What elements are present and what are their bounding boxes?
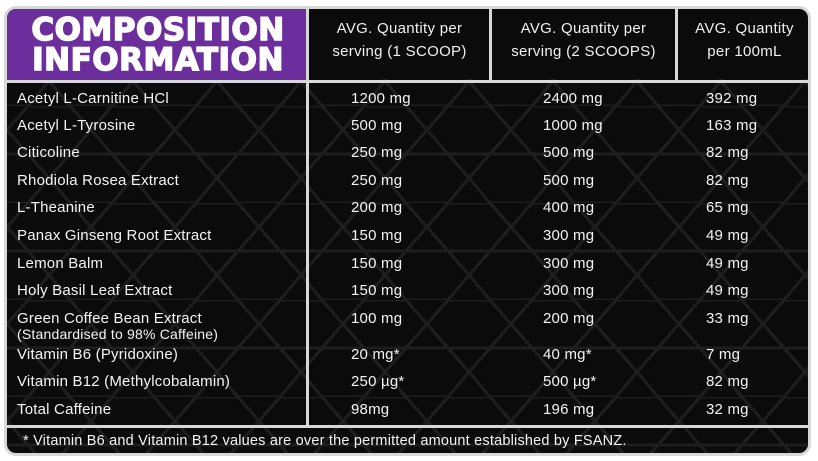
value-2-scoops: 196 mg [543, 401, 595, 418]
ingredient-name: Rhodiola Rosea Extract [17, 172, 179, 189]
value-1-scoop: 500 mg [351, 117, 403, 134]
column-divider [306, 9, 309, 425]
value-per-100ml: 33 mg [706, 310, 749, 327]
ingredient-name: Vitamin B6 (Pyridoxine) [17, 346, 179, 363]
value-1-scoop: 250 mg [351, 172, 403, 189]
value-per-100ml: 392 mg [706, 90, 758, 107]
column-header-line: AVG. Quantity per [520, 20, 647, 37]
ingredient-name: Lemon Balm [17, 255, 104, 272]
value-1-scoop: 100 mg [351, 310, 403, 327]
ingredient-name: Acetyl L-Tyrosine [17, 117, 136, 134]
ingredient-name: Total Caffeine [17, 401, 112, 418]
column-header-line: AVG. Quantity [695, 20, 794, 37]
value-2-scoops: 500 mg [543, 172, 595, 189]
value-per-100ml: 7 mg [706, 346, 741, 363]
column-header-1-scoop: AVG. Quantity per serving (1 SCOOP) [310, 17, 489, 63]
value-per-100ml: 49 mg [706, 255, 749, 272]
ingredient-name: Panax Ginseng Root Extract [17, 227, 212, 244]
column-header-line: serving (1 SCOOP) [332, 43, 467, 60]
composition-table: COMPOSITION INFORMATION AVG. Quantity pe… [4, 6, 811, 456]
value-1-scoop: 150 mg [351, 282, 403, 299]
column-header-2-scoops: AVG. Quantity per serving (2 SCOOPS) [492, 17, 675, 63]
value-2-scoops: 300 mg [543, 282, 595, 299]
value-2-scoops: 300 mg [543, 227, 595, 244]
value-1-scoop: 20 mg* [351, 346, 400, 363]
column-header-per-100ml: AVG. Quantity per 100mL [678, 17, 808, 63]
value-1-scoop: 200 mg [351, 199, 403, 216]
value-2-scoops: 40 mg* [543, 346, 592, 363]
ingredient-name: Holy Basil Leaf Extract [17, 282, 173, 299]
value-1-scoop: 250 mg [351, 144, 403, 161]
value-1-scoop: 98mg [351, 401, 390, 418]
column-divider [675, 9, 678, 80]
value-1-scoop: 150 mg [351, 255, 403, 272]
title-line-1: COMPOSITION [31, 11, 285, 48]
value-per-100ml: 49 mg [706, 227, 749, 244]
table-header: COMPOSITION INFORMATION AVG. Quantity pe… [7, 9, 808, 83]
ingredient-subtitle: (Standardised to 98% Caffeine) [17, 326, 219, 342]
table-title: COMPOSITION INFORMATION [7, 9, 309, 80]
value-2-scoops: 300 mg [543, 255, 595, 272]
value-1-scoop: 1200 mg [351, 90, 411, 107]
value-2-scoops: 400 mg [543, 199, 595, 216]
value-per-100ml: 163 mg [706, 117, 758, 134]
footer-divider [7, 425, 808, 428]
ingredient-name: Vitamin B12 (Methylcobalamin) [17, 373, 231, 390]
column-divider [489, 9, 492, 80]
ingredient-name: Acetyl L-Carnitine HCl [17, 90, 169, 107]
value-1-scoop: 250 µg* [351, 373, 405, 390]
ingredient-name: L-Theanine [17, 199, 95, 216]
value-2-scoops: 1000 mg [543, 117, 603, 134]
ingredient-name: Citicoline [17, 144, 80, 161]
value-2-scoops: 2400 mg [543, 90, 603, 107]
column-header-line: serving (2 SCOOPS) [511, 43, 656, 60]
value-2-scoops: 200 mg [543, 310, 595, 327]
footnote: * Vitamin B6 and Vitamin B12 values are … [23, 433, 627, 449]
value-per-100ml: 82 mg [706, 373, 749, 390]
value-per-100ml: 65 mg [706, 199, 749, 216]
value-per-100ml: 32 mg [706, 401, 749, 418]
value-per-100ml: 82 mg [706, 172, 749, 189]
column-header-line: per 100mL [707, 43, 782, 60]
ingredient-name: Green Coffee Bean Extract [17, 310, 202, 327]
value-1-scoop: 150 mg [351, 227, 403, 244]
value-per-100ml: 82 mg [706, 144, 749, 161]
title-line-2: INFORMATION [31, 41, 284, 78]
value-per-100ml: 49 mg [706, 282, 749, 299]
column-header-line: AVG. Quantity per [336, 20, 463, 37]
hexagon-pattern [7, 79, 808, 453]
value-2-scoops: 500 mg [543, 144, 595, 161]
value-2-scoops: 500 µg* [543, 373, 597, 390]
